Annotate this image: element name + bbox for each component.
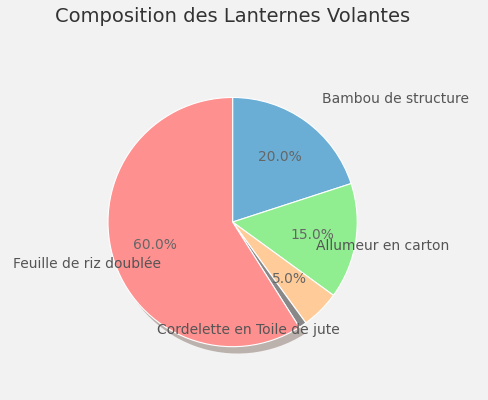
Text: 5.0%: 5.0%	[272, 272, 307, 286]
Title: Composition des Lanternes Volantes: Composition des Lanternes Volantes	[55, 7, 409, 26]
Text: Cordelette en Toile de jute: Cordelette en Toile de jute	[157, 322, 339, 336]
Wedge shape	[232, 222, 305, 327]
Text: Feuille de riz doublée: Feuille de riz doublée	[13, 258, 160, 272]
Wedge shape	[232, 98, 350, 222]
Wedge shape	[232, 184, 356, 295]
Text: Allumeur en carton: Allumeur en carton	[315, 239, 448, 253]
Text: 15.0%: 15.0%	[290, 228, 334, 242]
Text: 60.0%: 60.0%	[133, 238, 176, 252]
Text: Bambou de structure: Bambou de structure	[321, 92, 468, 106]
Wedge shape	[108, 98, 299, 347]
Text: 20.0%: 20.0%	[258, 150, 302, 164]
Wedge shape	[113, 104, 304, 354]
Wedge shape	[232, 222, 333, 323]
